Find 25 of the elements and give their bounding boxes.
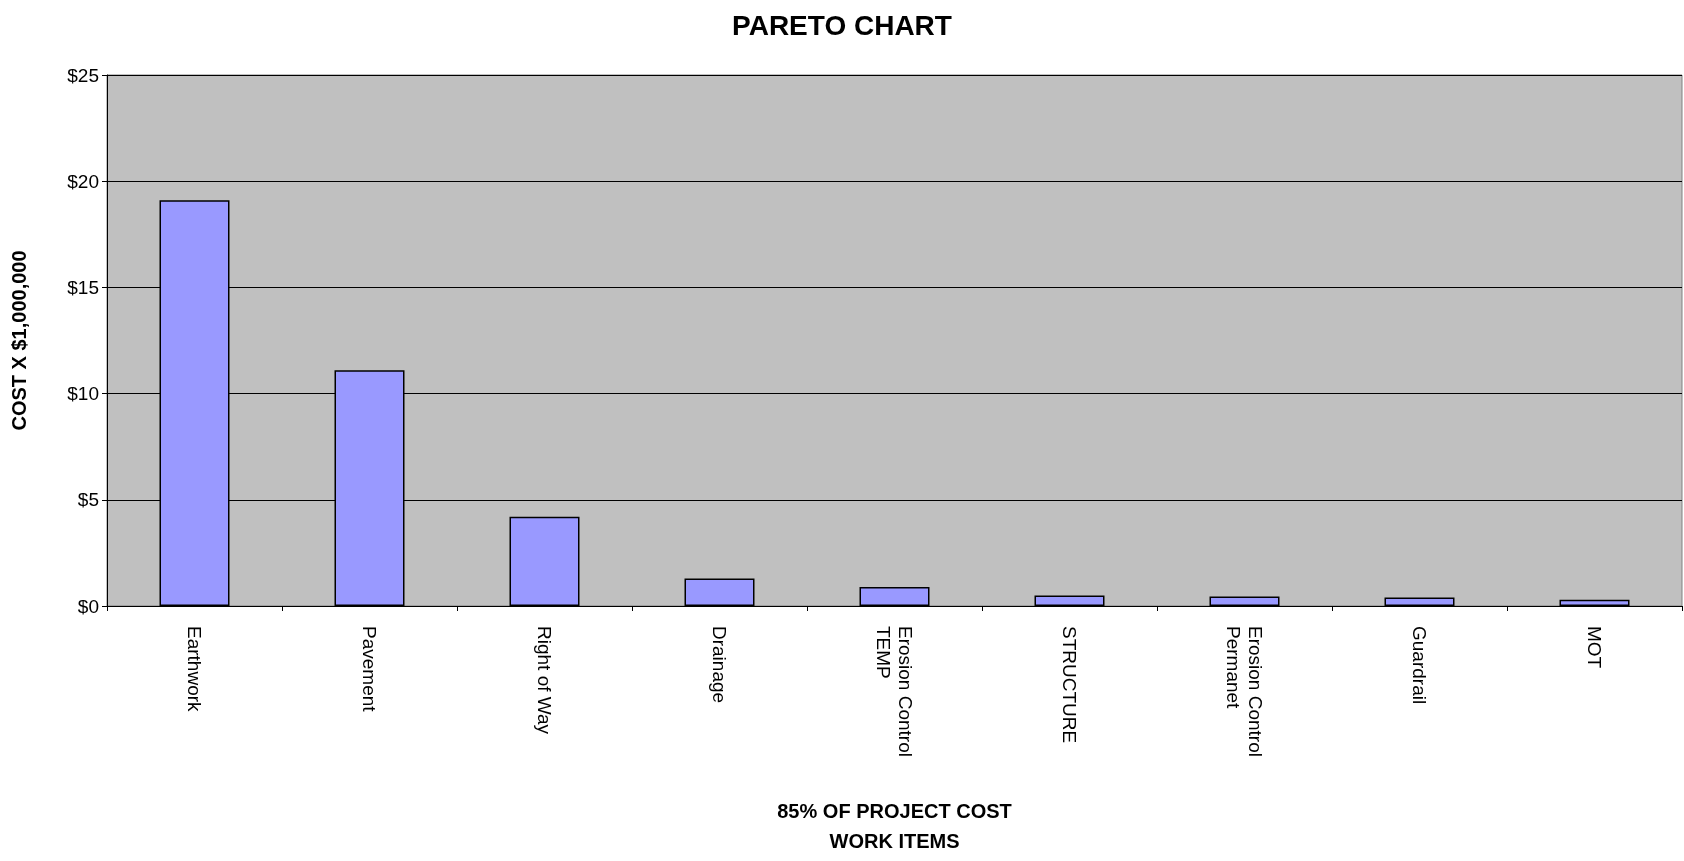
y-tick-label: $20 [67,170,99,192]
x-tick-label: Earthwork [184,626,205,713]
y-axis-title: COST X $1,000,000 [8,250,30,431]
bar [1209,596,1280,606]
y-tick-label: $5 [77,489,99,511]
y-tick-label: $15 [67,276,99,298]
bar [1034,595,1105,606]
x-tick-label: Drainage [709,626,730,704]
y-tick-label: $25 [67,64,99,86]
bar [1384,597,1455,606]
x-tick-label: Erosion Control Permanet [1223,626,1266,757]
chart-title: PARETO CHART [732,9,952,41]
y-tick-label: $10 [67,383,99,405]
x-tick-label: MOT [1584,626,1605,669]
x-tick-label: Guardrail [1409,626,1430,705]
x-tick-label: Right of Way [534,626,555,735]
bar [509,516,580,606]
x-tick-label: Pavement [359,626,380,713]
bar [859,586,930,606]
bar [684,578,755,606]
y-tick-label: $0 [77,595,99,617]
x-tick-label: Erosion Control TEMP [873,626,916,757]
x-axis-title: 85% OF PROJECT COST WORK ITEMS [777,800,1012,852]
bar [1559,599,1630,606]
x-tick-label: STRUCTURE [1059,626,1080,744]
